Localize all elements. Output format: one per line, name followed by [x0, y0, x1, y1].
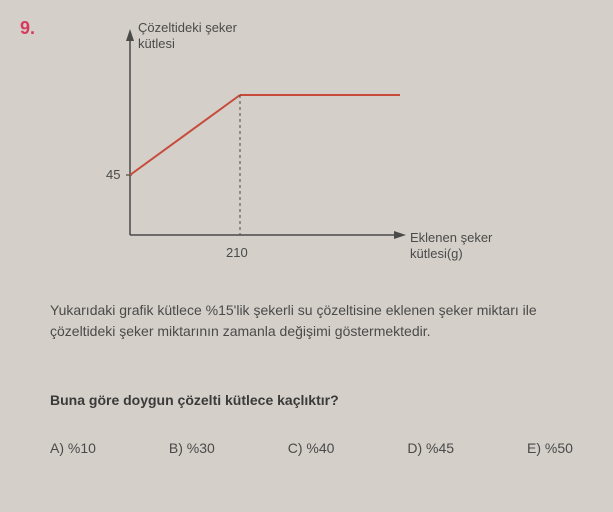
y-axis-label-line1: Çözeltideki şeker	[138, 20, 237, 35]
option-c: C) %40	[288, 440, 335, 456]
y-axis-label-line2: kütlesi	[138, 36, 175, 51]
x-axis-label-line2: kütlesi(g)	[410, 246, 463, 261]
option-e: E) %50	[527, 440, 573, 456]
x-tick-210: 210	[226, 245, 248, 260]
question-text: Buna göre doygun çözelti kütlece kaçlıkt…	[50, 390, 563, 411]
x-axis-label-line1: Eklenen şeker	[410, 230, 492, 245]
y-axis-label: Çözeltideki şeker kütlesi	[138, 20, 237, 51]
paragraph-text: Yukarıdaki grafik kütlece %15'lik şekerl…	[50, 300, 563, 342]
y-tick-45: 45	[106, 167, 120, 182]
option-d: D) %45	[407, 440, 454, 456]
question-number: 9.	[20, 18, 35, 39]
answer-options: A) %10 B) %30 C) %40 D) %45 E) %50	[50, 440, 573, 456]
option-b: B) %30	[169, 440, 215, 456]
x-axis-label: Eklenen şeker kütlesi(g)	[410, 230, 492, 261]
option-a: A) %10	[50, 440, 96, 456]
chart: Çözeltideki şeker kütlesi Eklenen şeker …	[100, 20, 500, 270]
